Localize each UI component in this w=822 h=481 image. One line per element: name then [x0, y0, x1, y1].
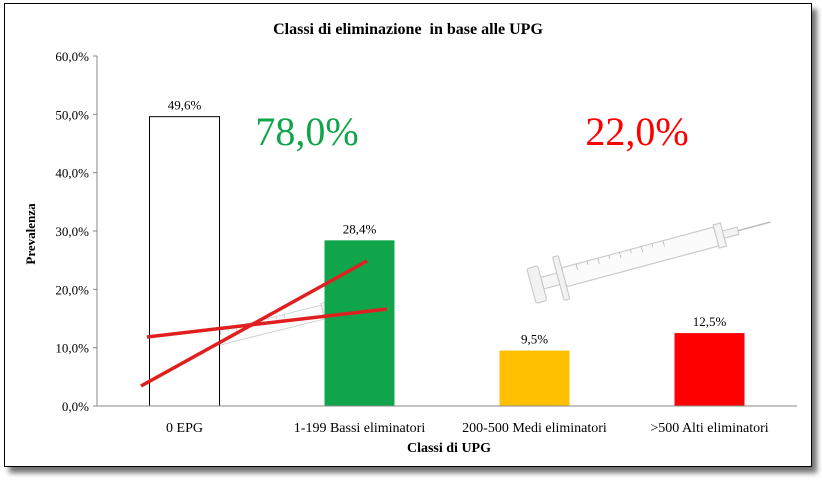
x-tick-labels: 0 EPG 1-199 Bassi eliminatori 200-500 Medi…	[166, 421, 769, 436]
y-tick-label: 0,0%	[62, 399, 89, 414]
bar	[674, 333, 745, 406]
x-tick-label: 1-199 Bassi eliminatori	[294, 421, 426, 436]
x-tick-label: 200-500 Medi eliminatori	[462, 421, 607, 436]
annotation-high-eliminators-total: 22,0%	[585, 109, 688, 154]
x-axis-label: Classi di UPG	[407, 441, 491, 456]
bar	[324, 240, 395, 406]
bar-value-label: 28,4%	[343, 221, 377, 236]
cross-out-line-2	[146, 307, 388, 339]
y-tick-label: 60,0%	[55, 49, 89, 64]
bar	[499, 350, 570, 406]
syringe-illustration-right	[524, 199, 778, 309]
y-axis-ticks: 0,0% 10,0% 20,0% 30,0% 40,0% 50,0% 60,0%	[55, 49, 97, 414]
x-tick-label: >500 Alti eliminatori	[650, 421, 768, 436]
bar-value-label: 49,6%	[168, 98, 202, 113]
chart-frame: Classi di eliminazione in base alle UPG …	[4, 3, 812, 467]
y-tick-label: 20,0%	[55, 282, 89, 297]
y-axis-label: Prevalenza	[23, 203, 38, 265]
y-tick-label: 50,0%	[55, 107, 89, 122]
y-tick-label: 40,0%	[55, 166, 89, 181]
annotation-low-eliminators-total: 78,0%	[255, 109, 358, 154]
x-tick-label: 0 EPG	[166, 421, 203, 436]
bar-value-label: 9,5%	[521, 332, 548, 347]
y-tick-label: 30,0%	[55, 224, 89, 239]
y-tick-label: 10,0%	[55, 341, 89, 356]
chart-canvas: Classi di eliminazione in base alle UPG …	[23, 21, 797, 456]
chart-title: Classi di eliminazione in base alle UPG	[273, 21, 543, 38]
bar-value-label: 12,5%	[693, 314, 727, 329]
